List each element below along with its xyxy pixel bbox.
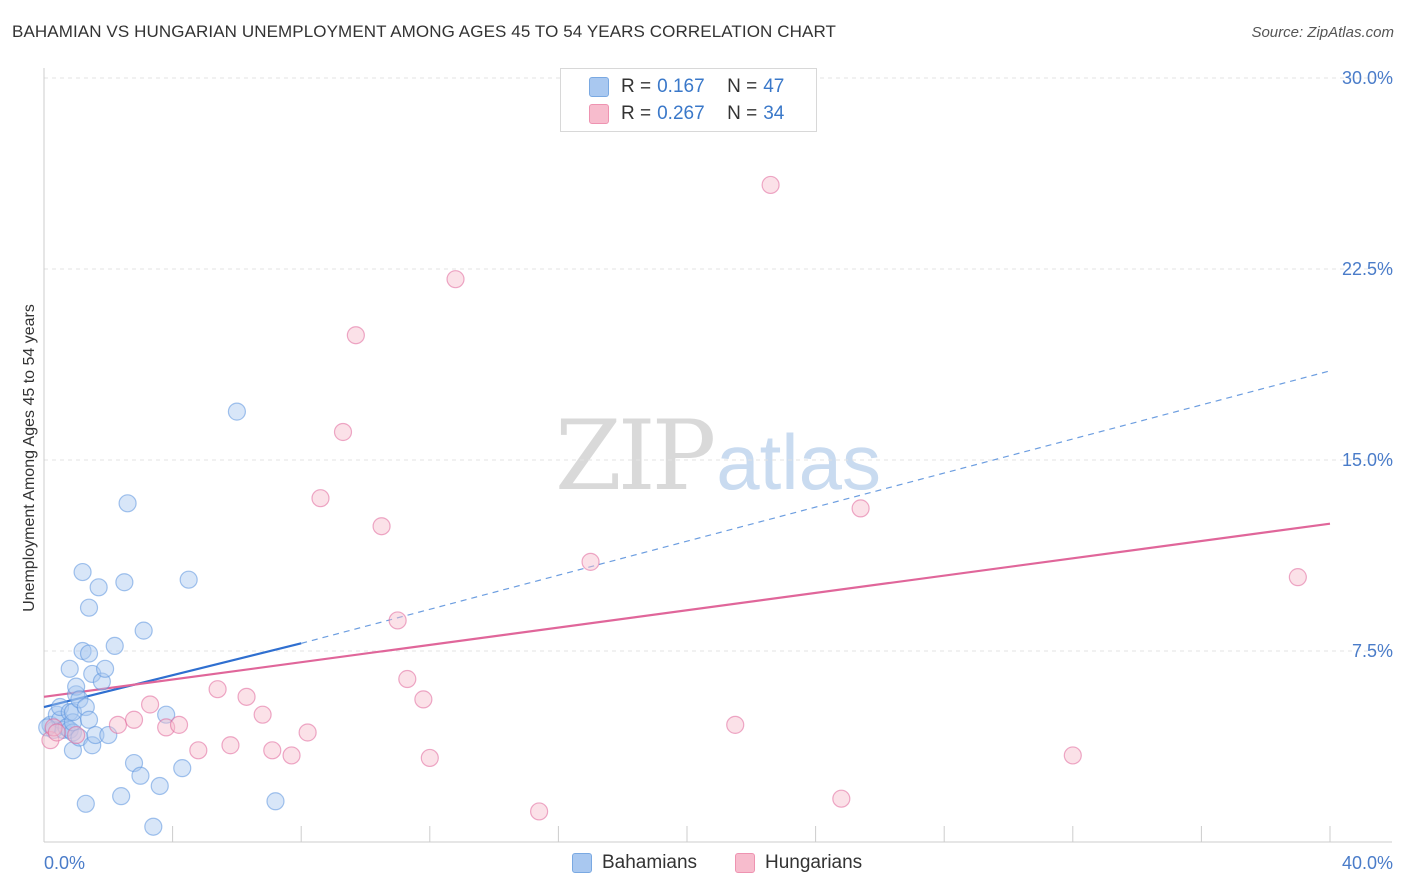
chart-title: BAHAMIAN VS HUNGARIAN UNEMPLOYMENT AMONG… xyxy=(12,22,836,41)
hungarian-point xyxy=(311,489,330,508)
bahamian-point xyxy=(76,794,95,813)
y-tick-label: 30.0% xyxy=(1342,68,1393,88)
watermark-zip: ZIP xyxy=(555,400,716,512)
bahamian-point xyxy=(79,644,99,663)
hungarian-point xyxy=(221,736,240,755)
hungarian-point xyxy=(67,725,86,745)
hungarian-point xyxy=(446,270,465,289)
bahamian-point xyxy=(157,705,176,724)
bahamian-point xyxy=(79,598,99,617)
bottom-legend-label-hungarians: Hungarians xyxy=(765,852,863,873)
y-tick-label: 7.5% xyxy=(1352,641,1393,661)
legend-r-label: R = xyxy=(621,103,652,124)
hungarian-point xyxy=(140,695,160,714)
bahamian-point xyxy=(173,759,192,778)
hungarian-point xyxy=(282,746,301,765)
hungarian-point xyxy=(372,517,391,536)
hungarian-point xyxy=(1063,746,1082,765)
bahamian-point xyxy=(73,562,92,582)
trend-lines xyxy=(43,370,1331,709)
bahamian-point xyxy=(95,659,115,678)
correlation-legend: R = 0.167 N = 47 R = 0.267 N = 34 xyxy=(560,68,817,132)
legend-swatch-bahamians xyxy=(589,77,609,97)
bahamian-point xyxy=(144,817,163,836)
y-tick-label: 15.0% xyxy=(1342,450,1393,470)
bahamian-trend-extension xyxy=(301,370,1331,644)
legend-swatch-hungarians xyxy=(589,104,609,124)
hungarian-point xyxy=(398,669,417,689)
bahamian-point xyxy=(118,494,137,513)
hungarian-point xyxy=(208,680,227,699)
x-tick-label: 40.0% xyxy=(1342,853,1393,873)
hungarian-point xyxy=(851,499,870,518)
data-points xyxy=(38,175,1307,836)
legend-r-value: 0.167 xyxy=(657,76,705,97)
bahamian-point xyxy=(83,736,102,755)
x-tick-label: 0.0% xyxy=(44,853,85,873)
gridlines xyxy=(44,77,1392,652)
hungarian-point xyxy=(1288,568,1307,587)
bahamian-point xyxy=(227,402,246,421)
source-credit: Source: ZipAtlas.com xyxy=(1251,24,1394,41)
hungarian-point xyxy=(189,741,208,760)
hungarian-point xyxy=(108,715,128,734)
hungarian-point xyxy=(253,705,272,724)
hungarian-point xyxy=(581,552,600,571)
legend-n-label: N = xyxy=(727,103,758,124)
bahamian-point xyxy=(134,621,153,640)
bahamian-point xyxy=(105,636,124,656)
bottom-legend-swatch-bahamians xyxy=(572,853,592,873)
bahamian-point xyxy=(67,685,86,704)
bahamian-point xyxy=(112,787,131,806)
bahamian-point xyxy=(150,776,169,796)
hungarian-point xyxy=(263,741,282,760)
bottom-legend-bahamians: Bahamians xyxy=(572,852,697,874)
legend-n-value: 34 xyxy=(763,103,785,124)
bahamian-point xyxy=(86,725,105,745)
hungarian-point xyxy=(388,611,407,630)
bahamian-point xyxy=(70,690,89,709)
bahamian-point xyxy=(266,792,285,811)
bahamian-point xyxy=(131,766,150,785)
watermark: ZIPatlas xyxy=(555,400,881,512)
hungarian-point xyxy=(832,789,851,808)
legend-r-value: 0.267 xyxy=(657,103,705,124)
axes xyxy=(43,68,1392,843)
y-tick-label: 22.5% xyxy=(1342,259,1393,279)
hungarian-point xyxy=(761,175,780,195)
bahamian-point xyxy=(60,659,79,678)
hungarian-point xyxy=(333,422,353,442)
hungarian-point xyxy=(47,723,66,742)
hungarian-point xyxy=(726,715,745,734)
legend-n-label: N = xyxy=(727,76,758,97)
tick-labels: 7.5% 15.0% 22.5% 30.0% 0.0% 40.0% xyxy=(44,68,1393,873)
watermark-atlas: atlas xyxy=(716,418,881,506)
hungarian-trend-line xyxy=(43,522,1331,698)
hungarian-point xyxy=(44,718,63,737)
bottom-legend-label-bahamians: Bahamians xyxy=(602,852,698,873)
bottom-legend-swatch-hungarians xyxy=(735,853,755,873)
hungarian-point xyxy=(420,748,439,768)
hungarian-point xyxy=(346,326,365,345)
bahamian-point xyxy=(115,573,134,592)
bottom-legend-hungarians: Hungarians xyxy=(735,852,862,874)
hungarian-point xyxy=(237,687,256,706)
hungarian-point xyxy=(530,802,549,821)
hungarian-point xyxy=(298,723,317,742)
hungarian-point xyxy=(414,690,433,709)
legend-row-hungarians: R = 0.267 N = 34 xyxy=(561,101,784,127)
bahamian-point xyxy=(79,710,99,729)
legend-row-bahamians: R = 0.167 N = 47 xyxy=(561,74,784,100)
bahamian-point xyxy=(89,578,108,597)
hungarian-point xyxy=(169,715,189,734)
legend-r-label: R = xyxy=(621,76,652,97)
legend-n-value: 47 xyxy=(763,76,785,97)
hungarian-point xyxy=(124,710,144,729)
bahamian-point xyxy=(179,570,198,589)
